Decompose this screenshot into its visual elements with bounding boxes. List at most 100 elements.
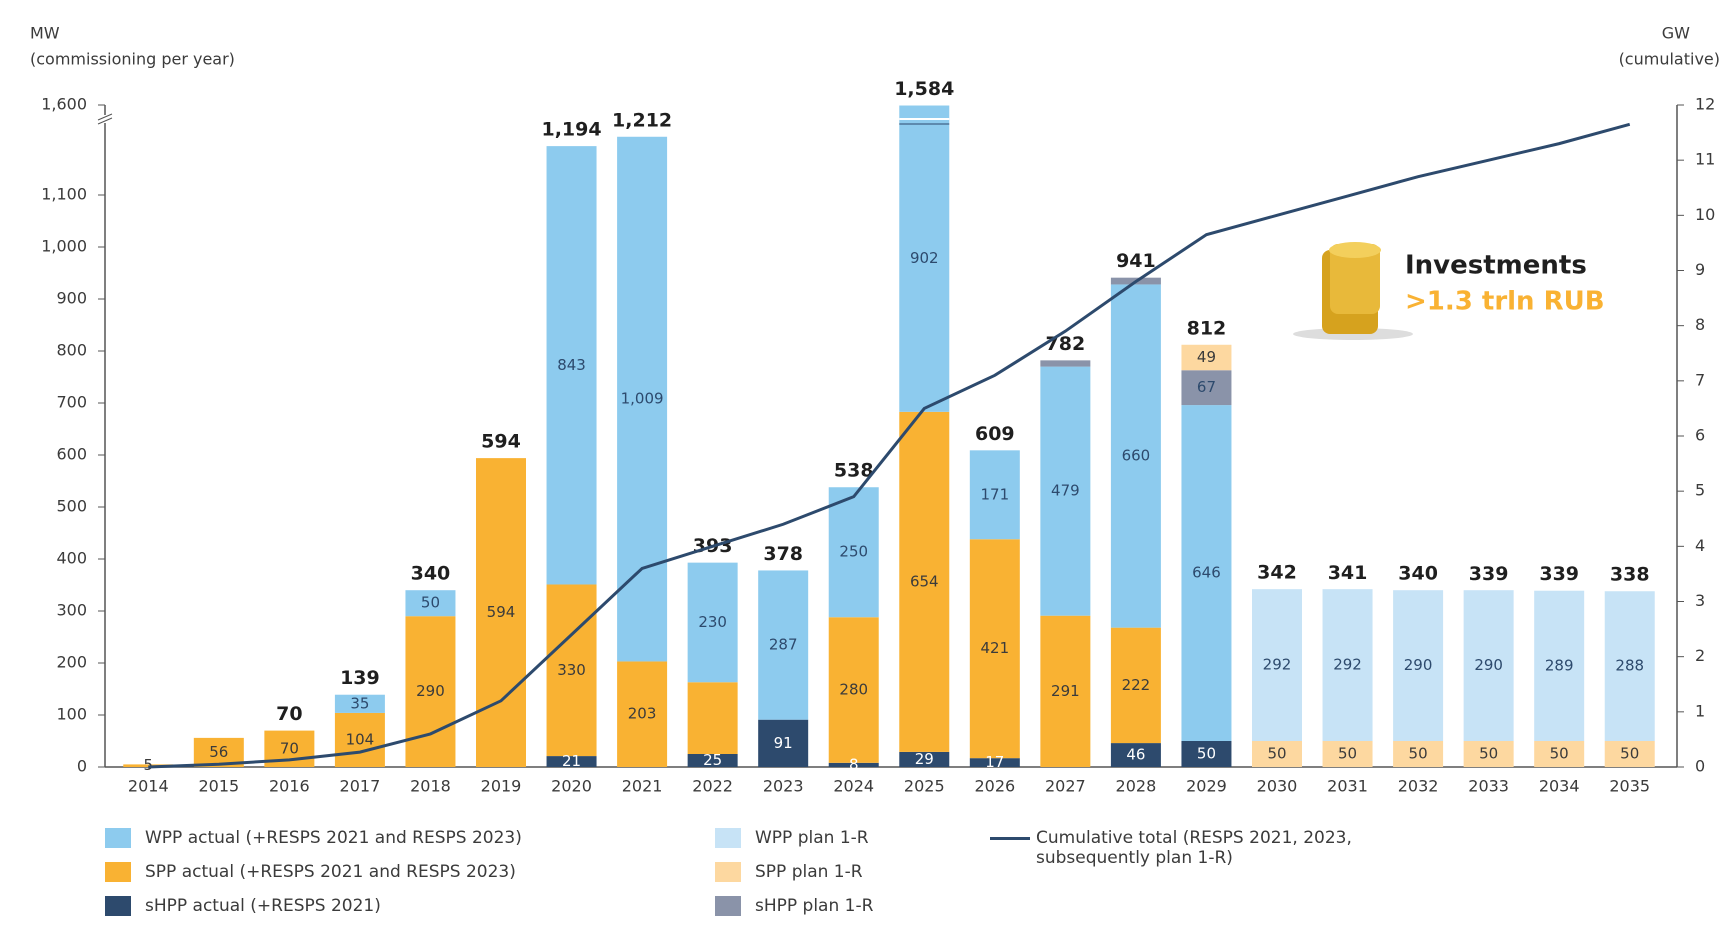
annotation-title: Investments [1405, 251, 1587, 281]
data-label: 35 [350, 694, 369, 712]
data-label: 421 [980, 639, 1009, 657]
y-tick-label: 900 [56, 289, 87, 308]
data-label: 288 [1615, 657, 1644, 675]
x-tick-label: 2021 [622, 777, 663, 796]
x-tick-label: 2027 [1045, 777, 1086, 796]
x-tick-label: 2030 [1257, 777, 1298, 796]
data-label: 46 [1126, 746, 1145, 764]
y2-tick-label: 7 [1695, 370, 1705, 389]
legend-item: SPP plan 1-R [715, 862, 863, 882]
total-label: 340 [411, 563, 451, 585]
y2-axis-title: GW [1662, 24, 1690, 43]
data-label: 29 [915, 750, 934, 768]
legend-item: SPP actual (+RESPS 2021 and RESPS 2023) [105, 862, 516, 882]
total-label: 1,584 [894, 78, 954, 100]
legend-label: WPP actual (+RESPS 2021 and RESPS 2023) [145, 828, 522, 848]
total-label: 339 [1539, 563, 1579, 585]
data-label: 50 [1197, 745, 1216, 763]
data-label: 250 [839, 543, 868, 561]
y2-tick-label: 9 [1695, 260, 1705, 279]
data-label: 230 [698, 613, 727, 631]
legend-item: WPP plan 1-R [715, 828, 869, 848]
y2-axis-subtitle: (cumulative) [1619, 50, 1720, 69]
y2-tick-label: 5 [1695, 481, 1705, 500]
y-tick-label: 100 [56, 705, 87, 724]
total-label: 342 [1257, 562, 1297, 584]
x-tick-label: 2022 [692, 777, 733, 796]
data-label: 330 [557, 661, 586, 679]
y-tick-label: 200 [56, 653, 87, 672]
data-label: 290 [1474, 656, 1503, 674]
legend-label: sHPP plan 1-R [755, 896, 873, 916]
total-label: 1,194 [541, 119, 601, 141]
y2-tick-label: 4 [1695, 536, 1705, 555]
y-tick-label: 800 [56, 341, 87, 360]
total-label: 378 [763, 543, 803, 565]
x-tick-label: 2031 [1327, 777, 1368, 796]
x-tick-label: 2015 [198, 777, 239, 796]
total-label: 340 [1398, 563, 1438, 585]
legend-label: Cumulative total (RESPS 2021, 2023, subs… [1036, 828, 1410, 868]
y-tick-label: 600 [56, 445, 87, 464]
total-label: 339 [1469, 563, 1509, 585]
total-label: 341 [1328, 562, 1368, 584]
y-tick-label: 1,100 [41, 185, 87, 204]
bar-segment [1040, 360, 1090, 366]
x-tick-label: 2016 [269, 777, 310, 796]
y-axis-subtitle: (commissioning per year) [30, 50, 235, 69]
x-tick-label: 2026 [974, 777, 1015, 796]
data-label: 203 [628, 705, 657, 723]
coins [1293, 242, 1413, 340]
x-tick-label: 2017 [340, 777, 381, 796]
total-label: 782 [1046, 333, 1086, 355]
data-label: 171 [980, 485, 1009, 503]
total-label: 1,212 [612, 109, 672, 131]
x-tick-label: 2019 [481, 777, 522, 796]
legend-item: sHPP plan 1-R [715, 896, 873, 916]
annotation-text: >1.3 trln RUB [1405, 287, 1605, 317]
total-label: 941 [1116, 250, 1156, 272]
legend-swatch [105, 896, 131, 916]
data-label: 479 [1051, 482, 1080, 500]
y2-tick-label: 3 [1695, 591, 1705, 610]
legend-swatch [715, 828, 741, 848]
y2-tick-label: 2 [1695, 646, 1705, 665]
x-tick-label: 2028 [1116, 777, 1157, 796]
y2-tick-label: 8 [1695, 315, 1705, 334]
total-label: 338 [1610, 564, 1650, 586]
x-tick-label: 2029 [1186, 777, 1227, 796]
data-label: 287 [769, 636, 798, 654]
x-tick-label: 2032 [1398, 777, 1439, 796]
x-tick-label: 2035 [1609, 777, 1650, 796]
total-label: 609 [975, 423, 1015, 445]
data-label: 70 [280, 739, 299, 757]
data-label: 50 [421, 594, 440, 612]
y2-tick-label: 0 [1695, 757, 1705, 776]
data-label: 660 [1122, 447, 1151, 465]
data-label: 594 [487, 603, 516, 621]
total-label: 594 [481, 431, 521, 453]
y-tick-label: 500 [56, 497, 87, 516]
x-tick-label: 2018 [410, 777, 451, 796]
legend-item: sHPP actual (+RESPS 2021) [105, 896, 381, 916]
data-label: 654 [910, 572, 939, 590]
legend-label: SPP actual (+RESPS 2021 and RESPS 2023) [145, 862, 516, 882]
legend-swatch [105, 862, 131, 882]
data-label: 8 [849, 755, 859, 773]
x-tick-label: 2023 [763, 777, 804, 796]
y-tick-label: 700 [56, 393, 87, 412]
legend-label: WPP plan 1-R [755, 828, 869, 848]
y2-tick-label: 12 [1695, 95, 1715, 114]
y-tick-label: 300 [56, 601, 87, 620]
x-tick-label: 2024 [833, 777, 874, 796]
chart: MW (commissioning per year) GW (cumulati… [0, 0, 1724, 925]
total-label: 70 [276, 703, 302, 725]
legend-item: WPP actual (+RESPS 2021 and RESPS 2023) [105, 828, 522, 848]
data-label: 902 [910, 249, 939, 267]
x-tick-label: 2025 [904, 777, 945, 796]
x-tick-label: 2020 [551, 777, 592, 796]
data-label: 1,009 [621, 390, 664, 408]
data-label: 280 [839, 681, 868, 699]
data-label: 292 [1333, 656, 1362, 674]
data-label: 50 [1338, 745, 1357, 763]
